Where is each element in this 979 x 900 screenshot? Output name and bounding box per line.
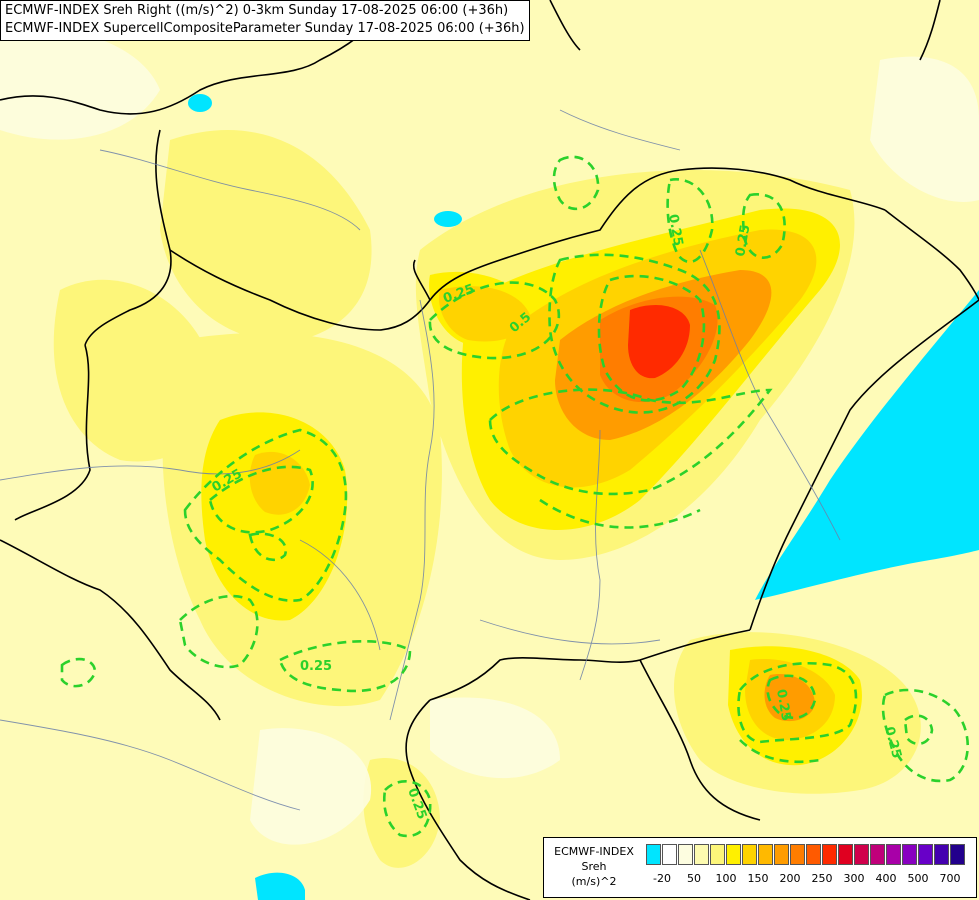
legend-swatch (742, 844, 757, 865)
legend-swatch (934, 844, 949, 865)
contour-label: 0.25 (665, 213, 685, 247)
legend-tick-label: 700 (939, 872, 961, 885)
title-line-scp: ECMWF-INDEX SupercellCompositeParameter … (5, 21, 525, 36)
legend-tick-label: 500 (907, 872, 929, 885)
legend-swatch (854, 844, 869, 865)
legend-swatch (646, 844, 661, 865)
contour-label: 0.25 (733, 223, 753, 257)
legend-swatch (710, 844, 725, 865)
legend-unit: (m/s)^2 (571, 875, 617, 888)
legend-swatch (678, 844, 693, 865)
legend-swatch (806, 844, 821, 865)
sreh-fill-pale (0, 27, 979, 845)
legend-tick-label: 250 (811, 872, 833, 885)
rivers (0, 109, 841, 811)
legend-swatch (838, 844, 853, 865)
contour-label: 0.25 (773, 688, 793, 722)
legend-tick-label: 100 (715, 872, 737, 885)
legend-swatch (774, 844, 789, 865)
legend-swatch (918, 844, 933, 865)
contour-label: 0.25 (300, 659, 332, 674)
legend-swatch (886, 844, 901, 865)
scp-contours (60, 155, 969, 838)
legend-title: ECMWF-INDEX Sreh (m/s)^2 (544, 844, 644, 889)
legend-swatch (902, 844, 917, 865)
legend-swatch (758, 844, 773, 865)
sreh-fill-300 (628, 305, 690, 379)
legend-source: ECMWF-INDEX (554, 845, 634, 858)
legend-swatch (726, 844, 741, 865)
title-line-sreh: ECMWF-INDEX Sreh Right ((m/s)^2) 0-3km S… (5, 3, 509, 18)
legend-tick-label: 50 (687, 872, 701, 885)
legend-tick-label: 300 (843, 872, 865, 885)
legend-swatch (950, 844, 965, 865)
legend-swatch (694, 844, 709, 865)
legend-swatch (790, 844, 805, 865)
chart-title-box: ECMWF-INDEX Sreh Right ((m/s)^2) 0-3km S… (0, 0, 530, 41)
legend-swatch (822, 844, 837, 865)
legend-tick-label: 150 (747, 872, 769, 885)
legend-tick-label: 200 (779, 872, 801, 885)
color-legend: ECMWF-INDEX Sreh (m/s)^2 -20 50 100 150 200 2… (543, 837, 977, 898)
legend-tick-label: -20 (653, 872, 671, 885)
legend-swatch (870, 844, 885, 865)
legend-tick-label: 400 (875, 872, 897, 885)
legend-variable: Sreh (581, 860, 607, 873)
legend-swatch (662, 844, 677, 865)
